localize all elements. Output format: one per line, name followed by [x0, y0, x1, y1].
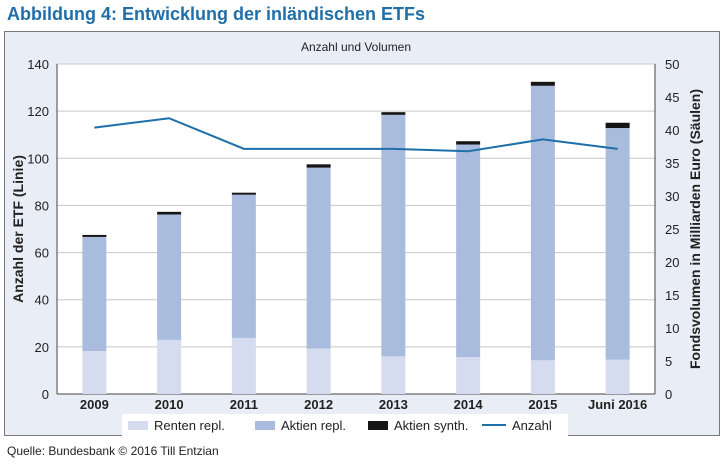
bar-aktien-synth- — [82, 234, 107, 237]
bar-aktien-repl- — [82, 236, 107, 352]
y-left-tick-label: 0 — [42, 387, 49, 402]
y-left-tick-label: 100 — [27, 151, 49, 166]
legend-box — [122, 414, 568, 436]
legend-swatch — [128, 421, 148, 430]
bar-aktien-repl- — [306, 167, 331, 349]
x-tick-label: 2011 — [230, 397, 258, 412]
y-left-axis-label: Anzahl der ETF (Linie) — [10, 155, 26, 303]
y-left-tick-label: 20 — [35, 340, 49, 355]
x-tick-label: 2015 — [528, 397, 557, 412]
bar-aktien-repl- — [530, 85, 555, 361]
bar-renten-repl- — [157, 339, 182, 394]
legend-swatch — [255, 421, 275, 430]
y-right-axis-label: Fondsvolumen in Milliarden Euro (Säulen) — [687, 89, 703, 369]
y-right-tick-label: 45 — [665, 90, 679, 105]
bar-aktien-synth- — [605, 122, 630, 129]
y-right-tick-label: 25 — [665, 222, 679, 237]
bar-renten-repl- — [456, 357, 481, 394]
bar-aktien-synth- — [231, 192, 256, 195]
x-tick-label: Juni 2016 — [588, 397, 647, 412]
y-right-tick-label: 20 — [665, 255, 679, 270]
bar-renten-repl- — [82, 351, 107, 394]
bar-aktien-repl- — [381, 114, 406, 357]
y-right-tick-label: 35 — [665, 156, 679, 171]
y-right-tick-label: 40 — [665, 123, 679, 138]
legend-label: Aktien synth. — [394, 418, 468, 433]
bar-aktien-repl- — [231, 194, 256, 338]
chart-title: Anzahl und Volumen — [301, 40, 411, 54]
bar-aktien-synth- — [306, 164, 331, 168]
bar-renten-repl- — [231, 337, 256, 394]
x-tick-label: 2014 — [454, 397, 484, 412]
y-right-tick-label: 30 — [665, 189, 679, 204]
y-right-tick-label: 10 — [665, 321, 679, 336]
bar-aktien-repl- — [605, 128, 630, 360]
y-left-tick-label: 40 — [35, 293, 49, 308]
x-tick-label: 2009 — [80, 397, 109, 412]
y-right-tick-label: 0 — [665, 387, 672, 402]
x-tick-label: 2012 — [304, 397, 333, 412]
plot-area — [57, 64, 655, 394]
x-tick-label: 2013 — [379, 397, 408, 412]
legend-swatch — [368, 421, 388, 430]
source-note: Quelle: Bundesbank © 2016 Till Entzian — [7, 444, 219, 458]
bar-renten-repl- — [306, 348, 331, 394]
bar-aktien-synth- — [530, 81, 555, 86]
y-left-tick-label: 120 — [27, 104, 49, 119]
figure-title: Abbildung 4: Entwicklung der inländische… — [7, 4, 426, 24]
bar-aktien-repl- — [456, 144, 481, 358]
legend-label: Aktien repl. — [281, 418, 346, 433]
y-left-tick-label: 80 — [35, 198, 49, 213]
bar-renten-repl- — [605, 359, 630, 394]
y-left-tick-label: 60 — [35, 246, 49, 261]
y-left-tick-label: 140 — [27, 57, 49, 72]
bar-aktien-repl- — [157, 214, 182, 340]
legend-label: Anzahl — [512, 418, 552, 433]
bar-renten-repl- — [381, 356, 406, 394]
line-anzahl — [94, 117, 618, 153]
bar-aktien-synth- — [157, 211, 182, 215]
y-right-tick-label: 15 — [665, 288, 679, 303]
y-right-tick-label: 50 — [665, 57, 679, 72]
bar-aktien-synth- — [381, 112, 406, 115]
bar-renten-repl- — [530, 360, 555, 394]
x-tick-label: 2010 — [155, 397, 184, 412]
bar-aktien-synth- — [456, 141, 481, 145]
legend-label: Renten repl. — [154, 418, 225, 433]
y-right-tick-label: 5 — [665, 354, 672, 369]
